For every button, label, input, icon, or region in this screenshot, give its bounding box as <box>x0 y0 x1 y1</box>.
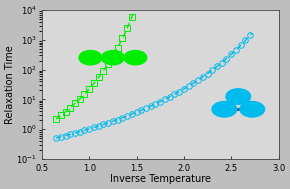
Circle shape <box>102 50 124 65</box>
Circle shape <box>240 101 264 117</box>
Circle shape <box>212 101 237 117</box>
Circle shape <box>124 50 147 65</box>
Circle shape <box>226 89 251 104</box>
X-axis label: Inverse Temperature: Inverse Temperature <box>110 174 211 184</box>
Y-axis label: Relaxation Time: Relaxation Time <box>5 45 15 124</box>
Circle shape <box>79 50 102 65</box>
